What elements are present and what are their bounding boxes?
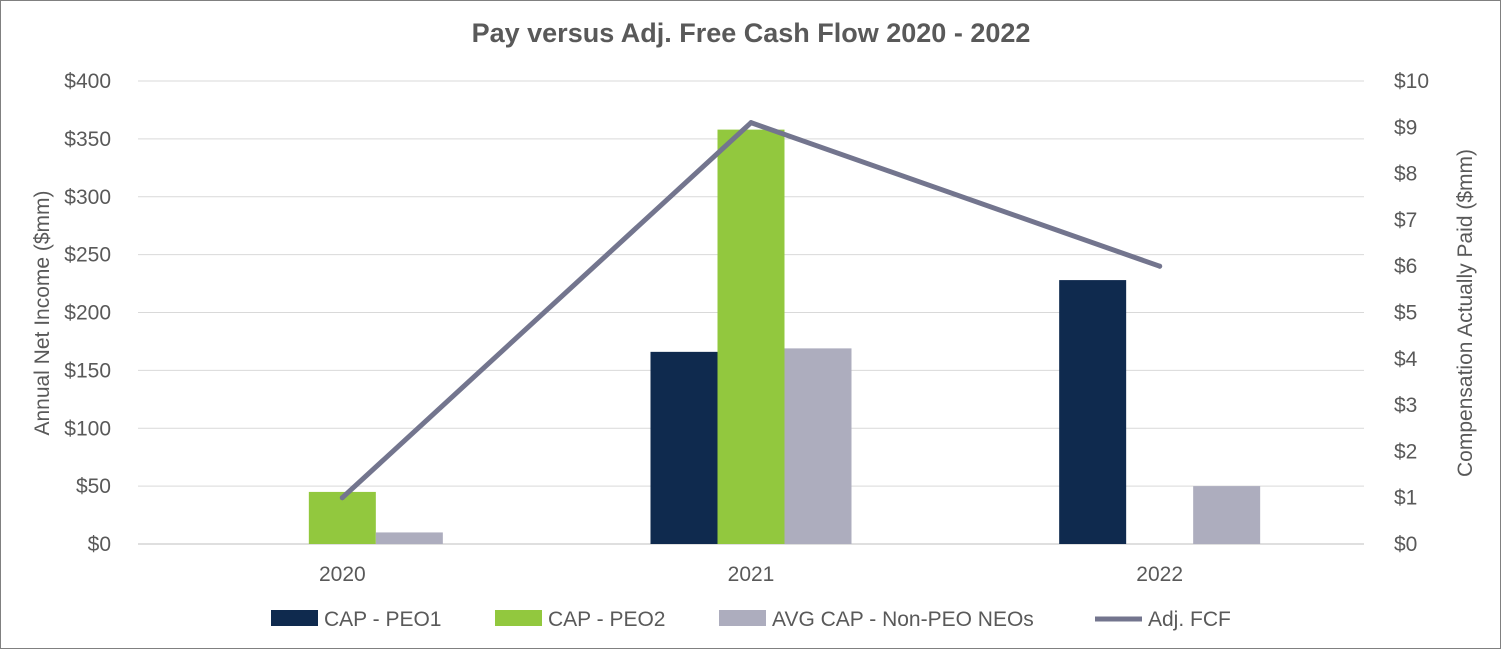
point-adj-fcf-2022 [1157, 263, 1163, 269]
right-axis-ticks: $0 $1 $2 $3 $4 $5 $6 $7 $8 $9 $10 [1394, 70, 1429, 556]
left-tick-label: $100 [64, 417, 111, 440]
bar-avg-cap-non-peo-neos-2020 [375, 532, 443, 544]
right-tick-label: $8 [1394, 163, 1417, 186]
right-tick-label: $4 [1394, 348, 1418, 371]
left-tick-label: $400 [64, 70, 111, 93]
bar-cap-peo2-2020 [308, 491, 376, 544]
point-adj-fcf-2021 [748, 120, 754, 126]
left-axis-title: Annual Net Income ($mm) [31, 190, 54, 435]
x-tick-label: 2022 [1136, 563, 1183, 586]
right-tick-label: $5 [1394, 302, 1417, 325]
left-axis-ticks: $0 $50 $100 $150 $200 $250 $300 $350 $400 [64, 70, 111, 556]
legend-label: CAP - PEO2 [548, 608, 666, 631]
point-adj-fcf-2020 [339, 495, 345, 501]
left-tick-label: $150 [64, 359, 111, 382]
right-tick-label: $3 [1394, 394, 1417, 417]
left-tick-label: $200 [64, 302, 111, 325]
x-axis-ticks: 2020 2021 2022 [319, 563, 1183, 586]
right-tick-label: $9 [1394, 116, 1417, 139]
left-tick-label: $300 [64, 186, 111, 209]
legend: CAP - PEO1 CAP - PEO2 AVG CAP - Non-PEO NE… [271, 608, 1231, 631]
bar-cap-peo1-2022 [1059, 280, 1127, 544]
left-tick-label: $0 [88, 533, 111, 556]
line-series [339, 120, 1163, 501]
bar-avg-cap-non-peo-neos-2021 [784, 348, 852, 544]
left-tick-label: $250 [64, 244, 111, 267]
legend-label: CAP - PEO1 [324, 608, 442, 631]
right-tick-label: $10 [1394, 70, 1429, 93]
right-tick-label: $7 [1394, 209, 1417, 232]
bars [308, 129, 1261, 545]
legend-swatch [495, 610, 542, 626]
left-tick-label: $50 [76, 475, 111, 498]
bar-avg-cap-non-peo-neos-2022 [1193, 486, 1261, 544]
right-tick-label: $2 [1394, 440, 1417, 463]
right-tick-label: $0 [1394, 533, 1417, 556]
right-tick-label: $6 [1394, 255, 1417, 278]
x-tick-label: 2020 [319, 563, 366, 586]
bar-cap-peo2-2021 [717, 129, 785, 545]
x-tick-label: 2021 [728, 563, 775, 586]
legend-swatch [719, 610, 766, 626]
legend-label: AVG CAP - Non-PEO NEOs [772, 608, 1034, 631]
legend-swatch [271, 610, 318, 626]
left-tick-label: $350 [64, 128, 111, 151]
right-tick-label: $1 [1394, 487, 1417, 510]
legend-label: Adj. FCF [1148, 608, 1231, 631]
chart-title: Pay versus Adj. Free Cash Flow 2020 - 20… [472, 18, 1031, 48]
bar-cap-peo1-2021 [650, 351, 718, 544]
right-axis-title: Compensation Actually Paid ($mm) [1454, 149, 1477, 477]
